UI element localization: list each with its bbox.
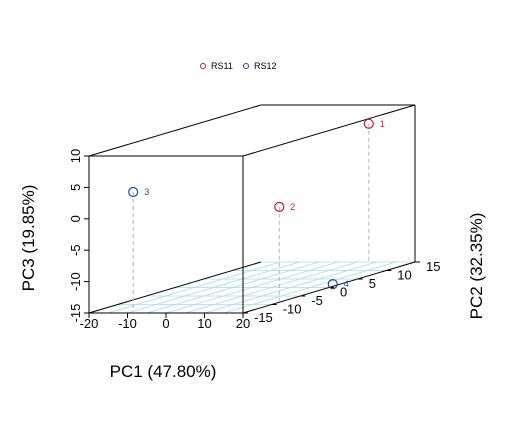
- x-axis-title: PC1 (47.80%): [110, 362, 217, 381]
- data-point-label: 2: [290, 202, 295, 212]
- z-axis-title: PC3 (19.85%): [19, 185, 38, 292]
- data-point-rs11: [274, 201, 285, 212]
- data-point-rs12: [128, 186, 139, 198]
- x-tick-label: -10: [118, 316, 137, 331]
- data-point-rs12: [327, 279, 338, 290]
- y-axis-ticks: -15 -10 -5 0 5 10 15: [243, 259, 440, 325]
- y-tick-label: 15: [426, 259, 440, 274]
- data-point-rs11: [363, 118, 374, 129]
- y-tick-label: -10: [283, 302, 302, 317]
- z-tick-label: -5: [68, 244, 83, 256]
- legend-marker-rs12: [243, 63, 249, 69]
- y-tick-label: -5: [311, 293, 323, 308]
- x-tick-label: 10: [197, 316, 211, 331]
- x-tick-label: 0: [162, 316, 169, 331]
- x-axis-ticks: -20 -10 0 10 20: [80, 313, 250, 331]
- z-tick-label: -15: [68, 304, 83, 323]
- legend: RS11 RS12: [200, 61, 277, 71]
- y-axis-title: PC2 (32.35%): [467, 213, 486, 320]
- data-points: 1 2 3 4: [128, 118, 385, 290]
- z-tick-label: 5: [68, 184, 83, 191]
- y-tick-label: 0: [340, 285, 347, 300]
- floor-grid: [88, 261, 416, 314]
- data-point-label: 4: [344, 279, 349, 289]
- legend-label-rs12: RS12: [254, 61, 277, 71]
- legend-marker-rs11: [200, 63, 206, 69]
- box-edge: [88, 261, 262, 314]
- z-tick-label: -10: [68, 272, 83, 291]
- legend-label-rs11: RS11: [211, 61, 233, 71]
- box-edge: [242, 104, 416, 157]
- data-point-label: 3: [144, 187, 149, 197]
- y-tick-label: 10: [397, 268, 411, 283]
- y-tick-label: -15: [254, 310, 273, 325]
- data-point-label: 1: [380, 119, 385, 129]
- z-tick-label: 10: [68, 149, 83, 163]
- y-tick-label: 5: [369, 276, 376, 291]
- axes: -20 -10 0 10 20 -15 -10 -5 0 5 10 15 -15 -10 -5 0 5 10: [68, 149, 440, 331]
- x-tick-label: 20: [236, 316, 250, 331]
- z-axis-ticks: -15 -10 -5 0 5 10: [68, 149, 89, 323]
- z-tick-label: 0: [68, 215, 83, 222]
- x-tick-label: -20: [80, 316, 99, 331]
- box-edge: [88, 104, 262, 157]
- drop-lines: [132, 123, 370, 312]
